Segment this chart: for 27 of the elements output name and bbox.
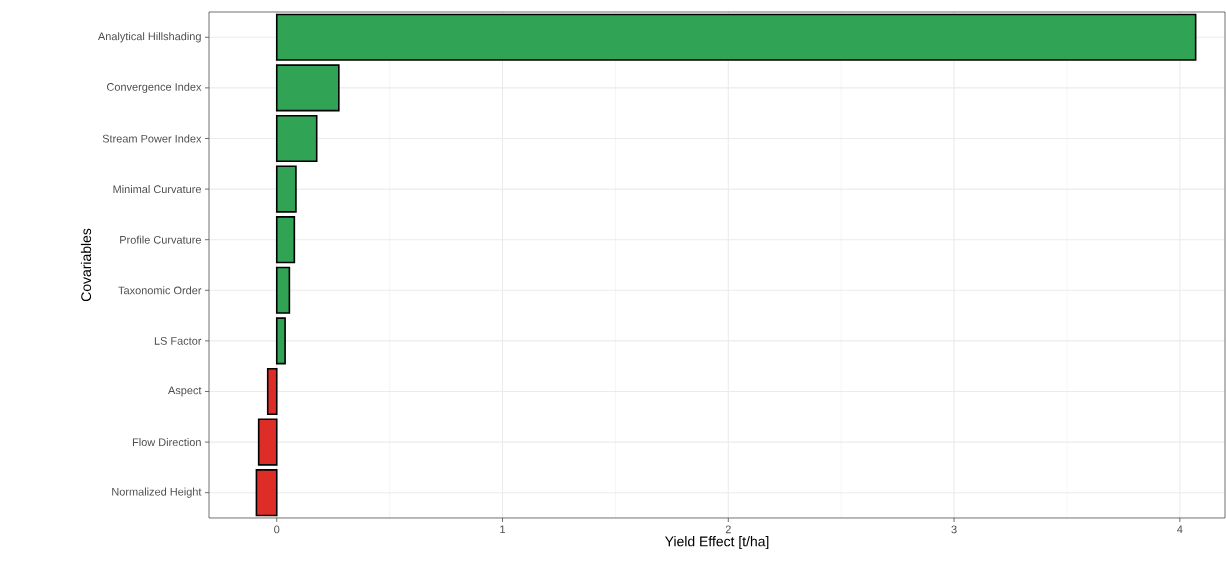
y-axis-title: Covariables [80,228,92,302]
bar [275,165,297,213]
bar [257,418,278,466]
y-tick-label: Normalized Height [112,487,202,498]
y-tick-label: Flow Direction [132,438,201,447]
x-tick-label: 1 [500,525,506,534]
bar [255,469,278,517]
y-tick-label: LS Factor [154,337,202,345]
y-tick-label: Stream Power Index [102,134,202,143]
bar [275,114,318,163]
y-tick-label: Taxonomic Order [118,286,202,295]
x-tick-label: 0 [274,525,280,534]
bar [275,13,1197,61]
bar [275,64,340,112]
x-tick-label: 3 [951,525,957,534]
bar [275,216,296,264]
y-tick-label: Convergence Index [107,82,202,93]
bar [275,266,291,314]
y-tick-label: Aspect [168,386,202,397]
bar [266,367,278,416]
x-tick-label: 2 [725,525,731,534]
y-tick-label: Minimal Curvature [113,185,201,194]
y-tick-label: Profile Curvature [120,235,201,244]
bar [275,317,286,365]
x-axis-title: Yield Effect [t/ha] [664,536,769,550]
x-tick-label: 4 [1177,525,1183,534]
y-tick-label: Analytical Hillshading [97,32,201,43]
